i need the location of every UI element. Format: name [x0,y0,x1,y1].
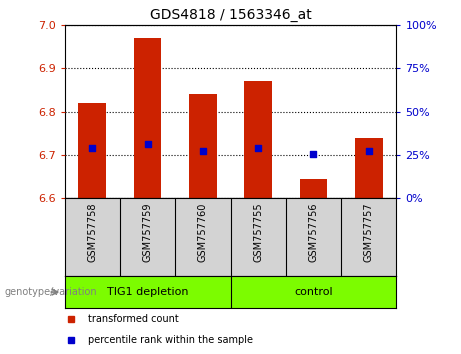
Text: GSM757758: GSM757758 [87,202,97,262]
Text: control: control [294,287,333,297]
Point [310,151,317,156]
Text: GSM757760: GSM757760 [198,202,208,262]
Title: GDS4818 / 1563346_at: GDS4818 / 1563346_at [150,8,311,22]
Bar [134,38,161,198]
Text: GSM757759: GSM757759 [142,202,153,262]
Point [254,145,262,151]
Bar [355,138,383,198]
Text: TIG1 depletion: TIG1 depletion [107,287,188,297]
Text: transformed count: transformed count [88,314,178,324]
Bar [300,179,327,198]
Text: GSM757757: GSM757757 [364,202,374,262]
Point [89,145,96,151]
Bar [78,103,106,198]
Text: percentile rank within the sample: percentile rank within the sample [88,335,253,345]
Bar [189,94,217,198]
Point [365,148,372,153]
Text: GSM757755: GSM757755 [253,202,263,262]
Bar [244,81,272,198]
Text: genotype/variation: genotype/variation [5,287,97,297]
Point [199,148,207,153]
Text: GSM757756: GSM757756 [308,202,319,262]
Point [144,141,151,147]
